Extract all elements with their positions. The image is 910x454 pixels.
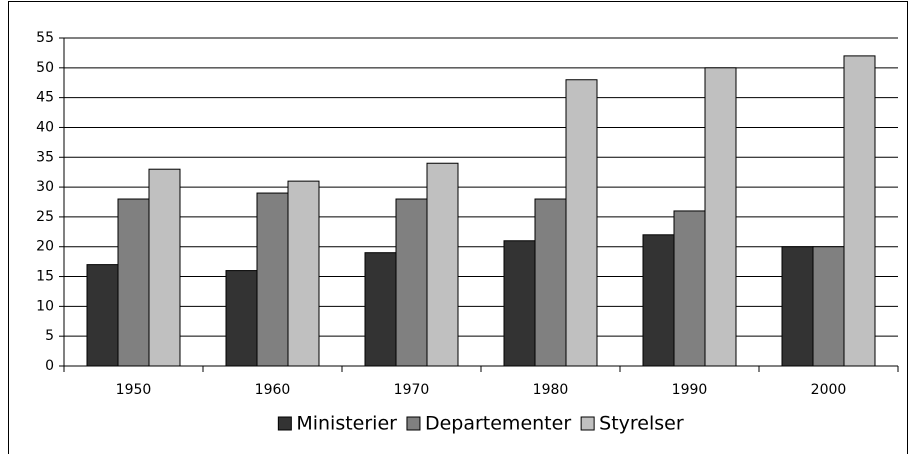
bar bbox=[812, 246, 845, 367]
y-tick-label: 45 bbox=[36, 90, 54, 106]
bar bbox=[534, 198, 567, 367]
chart-border bbox=[8, 1, 908, 454]
y-tick-label: 0 bbox=[45, 358, 54, 374]
legend-label: Departementer bbox=[425, 413, 571, 435]
bar bbox=[565, 79, 598, 367]
x-tick-label: 1950 bbox=[116, 382, 152, 398]
x-tick-label: 1960 bbox=[255, 382, 291, 398]
y-tick-label: 55 bbox=[36, 30, 54, 46]
x-tick-label: 1990 bbox=[672, 382, 708, 398]
legend-swatch bbox=[277, 416, 292, 431]
x-tick-label: 1980 bbox=[533, 382, 569, 398]
y-tick-label: 40 bbox=[36, 119, 54, 135]
bar bbox=[117, 198, 150, 367]
bar bbox=[673, 210, 706, 367]
legend-swatch bbox=[406, 416, 421, 431]
y-tick-label: 25 bbox=[36, 209, 54, 225]
bar bbox=[395, 198, 428, 367]
y-tick-label: 30 bbox=[36, 179, 54, 195]
bar bbox=[256, 192, 289, 367]
bar bbox=[843, 55, 876, 367]
legend-label: Ministerier bbox=[296, 413, 397, 435]
bar bbox=[225, 270, 258, 367]
bar bbox=[781, 246, 814, 367]
y-tick-label: 5 bbox=[45, 328, 54, 344]
legend-swatch bbox=[580, 416, 595, 431]
y-tick-label: 10 bbox=[36, 298, 54, 314]
y-tick-label: 15 bbox=[36, 269, 54, 285]
y-tick-label: 20 bbox=[36, 239, 54, 255]
bar bbox=[86, 264, 119, 367]
y-tick-label: 35 bbox=[36, 149, 54, 165]
bar bbox=[503, 240, 536, 367]
bar bbox=[426, 162, 459, 367]
legend: Ministerier Departementer Styrelser bbox=[277, 413, 684, 435]
bar bbox=[287, 180, 320, 367]
bar bbox=[642, 234, 675, 367]
bar bbox=[364, 252, 397, 367]
legend-label: Styrelser bbox=[599, 413, 684, 435]
x-tick-label: 1970 bbox=[394, 382, 430, 398]
y-tick-label: 50 bbox=[36, 60, 54, 76]
x-tick-label: 2000 bbox=[811, 382, 847, 398]
bar bbox=[148, 168, 181, 367]
bar bbox=[704, 67, 737, 367]
